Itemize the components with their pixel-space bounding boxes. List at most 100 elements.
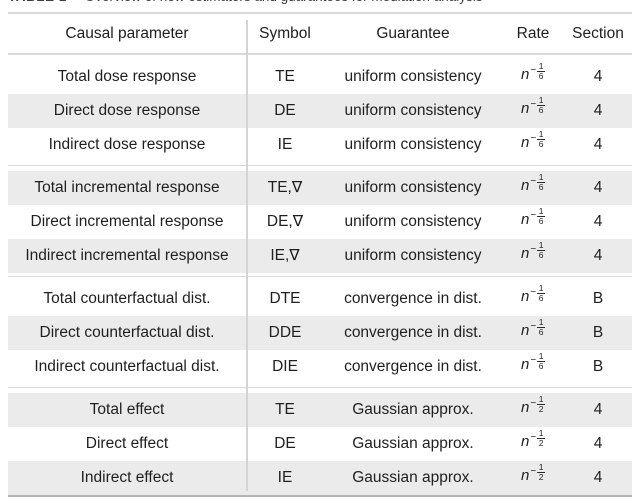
rate-exponent-sign: − xyxy=(530,432,537,444)
table-row: Direct incremental response DE,∇ uniform c… xyxy=(8,205,632,239)
rate-fraction-numerator: 1 xyxy=(537,316,545,328)
header-bottom-rule xyxy=(8,53,632,55)
cell-section: B xyxy=(592,289,604,307)
table-row: Total incremental response TE,∇ uniform co… xyxy=(8,170,632,205)
rate-exponent-sign: − xyxy=(530,176,537,188)
cell-parameter: Direct dose response xyxy=(53,101,201,119)
rate-fraction-numerator: 1 xyxy=(537,239,545,251)
header-gap xyxy=(8,54,632,60)
table-row: Indirect effect IE Gaussian approx. n −1 2 4 xyxy=(8,460,632,495)
rate-exponent-sign: − xyxy=(530,210,537,222)
rate-exponent-sign: − xyxy=(530,244,537,256)
cell-guarantee: uniform consistency xyxy=(344,246,482,264)
rate-exponent: −1 6 xyxy=(530,207,545,226)
cell-parameter: Indirect dose response xyxy=(48,135,206,153)
rate-expression: n −1 6 xyxy=(521,62,545,83)
column-header-guarantee: Guarantee xyxy=(376,24,450,42)
cell-parameter: Total dose response xyxy=(57,67,197,85)
rate-expression: n −1 6 xyxy=(521,207,545,229)
cell-symbol: DDE xyxy=(268,323,302,341)
cell-guarantee: Gaussian approx. xyxy=(352,400,474,418)
column-header-rate: Rate xyxy=(516,24,550,42)
group-separator xyxy=(8,272,632,282)
cell-guarantee: uniform consistency xyxy=(344,135,482,153)
cell-symbol: TE xyxy=(275,400,295,418)
rate-exponent-sign: − xyxy=(530,321,537,333)
table-caption-label: TABLE 1 xyxy=(8,0,67,4)
rate-base: n xyxy=(521,134,530,152)
rate-exponent: −1 6 xyxy=(530,352,545,371)
cell-symbol: DIE xyxy=(272,357,298,375)
table-row: Direct dose response DE uniform consistenc… xyxy=(8,93,632,128)
cell-parameter: Direct effect xyxy=(85,434,169,452)
table-row: Indirect counterfactual dist. DIE converge… xyxy=(8,350,632,384)
table-row: Total counterfactual dist. DTE convergence… xyxy=(8,282,632,316)
rate-base: n xyxy=(521,245,530,263)
cell-parameter: Direct incremental response xyxy=(30,212,224,230)
cell-symbol: DE xyxy=(274,434,296,452)
table-header-row: Causal parameter Symbol Guarantee Rate S… xyxy=(8,14,632,53)
table-row: Direct counterfactual dist. DDE convergenc… xyxy=(8,315,632,350)
cell-rate: n −1 2 xyxy=(502,429,564,454)
cell-section: 4 xyxy=(593,212,603,230)
rate-exponent: −1 6 xyxy=(530,62,545,81)
table-row: Direct effect DE Gaussian approx. n −1 2 4 xyxy=(8,427,632,461)
rate-fraction-denominator: 6 xyxy=(538,216,544,227)
cell-rate: n −1 6 xyxy=(502,207,564,232)
cell-section: 4 xyxy=(593,400,603,418)
cell-guarantee: Gaussian approx. xyxy=(352,468,474,486)
cell-rate: n −1 6 xyxy=(502,284,564,309)
cell-rate: n −1 6 xyxy=(502,318,564,343)
cell-rate: n −1 2 xyxy=(502,463,564,488)
cell-guarantee: convergence in dist. xyxy=(344,357,482,375)
rate-fraction-denominator: 6 xyxy=(538,250,544,261)
group-separator-rule xyxy=(8,164,632,166)
cell-parameter: Indirect effect xyxy=(80,468,174,486)
cell-rate: n −1 6 xyxy=(502,62,564,87)
cell-symbol: IE xyxy=(277,468,293,486)
rate-base: n xyxy=(521,177,530,195)
rate-expression: n −1 2 xyxy=(521,429,545,451)
rate-fraction-denominator: 6 xyxy=(538,105,544,116)
cell-symbol: TE,∇ xyxy=(267,179,303,196)
column-header-symbol: Symbol xyxy=(259,24,311,42)
cell-symbol: DE,∇ xyxy=(266,213,304,230)
rate-base: n xyxy=(521,433,530,451)
rate-fraction-denominator: 2 xyxy=(538,472,544,483)
rate-fraction-denominator: 6 xyxy=(538,71,544,82)
rate-expression: n −1 6 xyxy=(521,318,545,339)
rate-exponent-sign: − xyxy=(530,398,537,410)
rate-fraction-numerator: 1 xyxy=(537,350,545,362)
rate-exponent: −1 2 xyxy=(530,395,545,414)
rate-exponent: −1 2 xyxy=(530,463,545,482)
cell-guarantee: Gaussian approx. xyxy=(352,434,474,452)
rate-expression: n −1 2 xyxy=(521,463,545,484)
cell-rate: n −1 6 xyxy=(502,173,564,198)
rate-exponent-sign: − xyxy=(530,355,537,367)
cell-parameter: Total effect xyxy=(89,400,165,418)
rate-base: n xyxy=(521,211,530,229)
cell-section: 4 xyxy=(593,468,603,486)
rate-fraction-denominator: 6 xyxy=(538,361,544,372)
cell-rate: n −1 6 xyxy=(502,96,564,121)
cell-section: 4 xyxy=(593,246,603,264)
column-header-parameter: Causal parameter xyxy=(65,24,189,42)
cell-section: 4 xyxy=(593,101,603,119)
rate-fraction-numerator: 1 xyxy=(537,427,545,439)
cell-section: 4 xyxy=(593,434,603,452)
rate-fraction-denominator: 6 xyxy=(538,293,544,304)
table-caption-line: TABLE 1 Overview of new estimators and gu… xyxy=(8,0,630,5)
rate-exponent-sign: − xyxy=(530,133,537,145)
rate-expression: n −1 6 xyxy=(521,241,545,263)
group-separator-rule xyxy=(8,386,632,388)
